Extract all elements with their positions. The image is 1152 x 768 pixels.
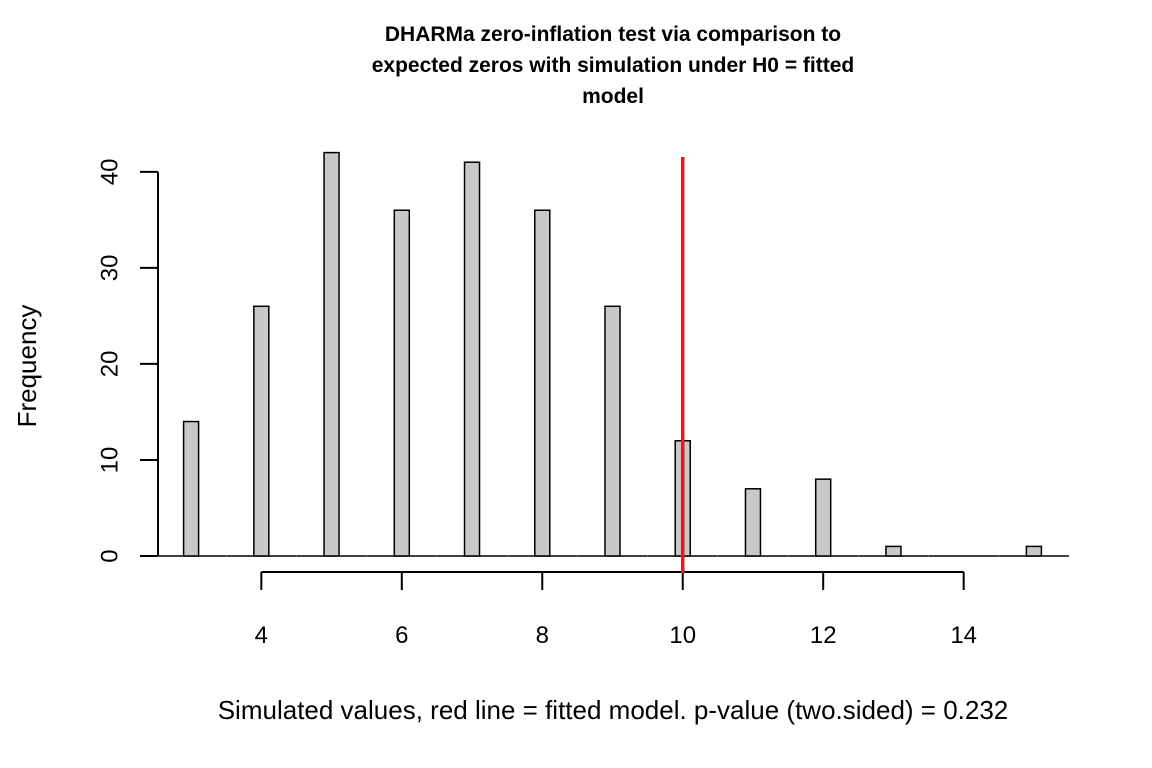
x-axis-label: Simulated values, red line = fitted mode…: [218, 695, 1009, 725]
y-tick-label: 30: [97, 255, 124, 282]
title-line-1: DHARMa zero-inflation test via compariso…: [385, 23, 841, 46]
x-tick-label: 8: [536, 622, 549, 649]
bar: [463, 161, 481, 557]
title-line-3: model: [582, 85, 644, 108]
bar: [182, 420, 200, 557]
y-tick-label: 20: [97, 351, 124, 378]
bar: [253, 305, 270, 557]
bars-group: [156, 151, 1069, 557]
x-tick-label: 12: [810, 622, 837, 649]
y-tick-label: 10: [97, 447, 124, 474]
bar: [323, 151, 340, 557]
bar: [1025, 545, 1043, 557]
x-tick-label: 4: [255, 622, 268, 649]
bar: [604, 305, 621, 557]
bar: [534, 209, 551, 557]
title-line-2: expected zeros with simulation under H0 …: [372, 54, 855, 77]
y-axis-label: Frequency: [12, 305, 42, 428]
y-axis: 0 10 20 30 40: [97, 158, 159, 563]
bar: [744, 488, 762, 557]
x-tick-label: 6: [395, 622, 408, 649]
y-tick-label: 0: [97, 549, 124, 562]
bar: [814, 478, 832, 557]
chart-title: DHARMa zero-inflation test via compariso…: [372, 23, 855, 108]
x-axis: 4 6 8 10 12 14: [255, 571, 977, 649]
y-tick-label: 40: [97, 158, 124, 185]
x-tick-label: 14: [950, 622, 977, 649]
x-tick-label: 10: [669, 622, 696, 649]
bar: [393, 209, 411, 557]
bar: [885, 545, 902, 557]
